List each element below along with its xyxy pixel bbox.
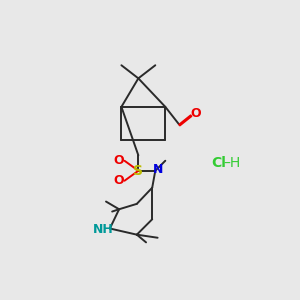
- Text: Cl: Cl: [212, 156, 226, 170]
- Text: O: O: [113, 154, 124, 167]
- Text: –H: –H: [224, 156, 241, 170]
- Text: O: O: [191, 107, 201, 120]
- Text: N: N: [153, 164, 164, 176]
- Text: NH: NH: [93, 223, 113, 236]
- Text: O: O: [113, 174, 124, 187]
- Text: S: S: [134, 164, 143, 178]
